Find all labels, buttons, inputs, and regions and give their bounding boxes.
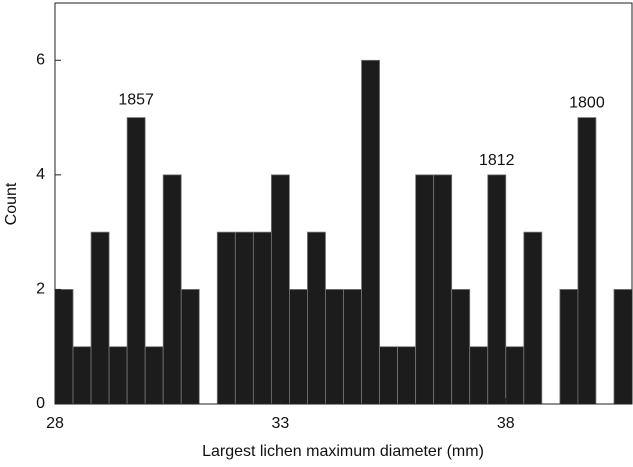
annotation: 1857	[118, 92, 154, 109]
x-axis-label: Largest lichen maximum diameter (mm)	[202, 443, 484, 460]
bar	[397, 346, 417, 405]
annotation: 1800	[569, 94, 605, 111]
y-tick-label: 0	[36, 395, 45, 412]
bar	[216, 231, 236, 405]
bar	[343, 289, 362, 405]
bar	[54, 289, 74, 405]
bar	[144, 346, 164, 405]
bar	[451, 289, 471, 405]
bar	[90, 231, 110, 405]
x-tick-label: 28	[46, 415, 64, 432]
bar	[72, 346, 92, 405]
bar	[613, 289, 633, 405]
bar	[361, 59, 380, 405]
bar	[415, 174, 435, 405]
bar	[559, 289, 579, 405]
bar	[234, 231, 254, 405]
y-tick-label: 4	[36, 166, 45, 183]
bar	[433, 174, 453, 405]
bar	[379, 346, 398, 405]
bar	[180, 289, 200, 405]
plot-frame	[54, 2, 633, 405]
x-tick-label: 33	[271, 415, 289, 432]
bar	[162, 174, 182, 405]
y-axis-label: Count	[3, 182, 20, 225]
bar	[505, 346, 525, 405]
annotation: 1812	[479, 152, 515, 169]
bar	[108, 346, 128, 405]
y-tick-label: 6	[36, 52, 45, 69]
bar	[307, 231, 326, 405]
bar	[252, 231, 272, 405]
x-tick-label: 38	[497, 415, 515, 432]
bar	[577, 117, 597, 405]
bar	[523, 231, 543, 405]
bar	[469, 346, 489, 405]
y-tick-label: 2	[36, 281, 45, 298]
bar	[126, 117, 146, 405]
bar	[289, 289, 308, 405]
bar	[487, 174, 507, 405]
bar	[325, 289, 344, 405]
bar	[270, 174, 290, 405]
